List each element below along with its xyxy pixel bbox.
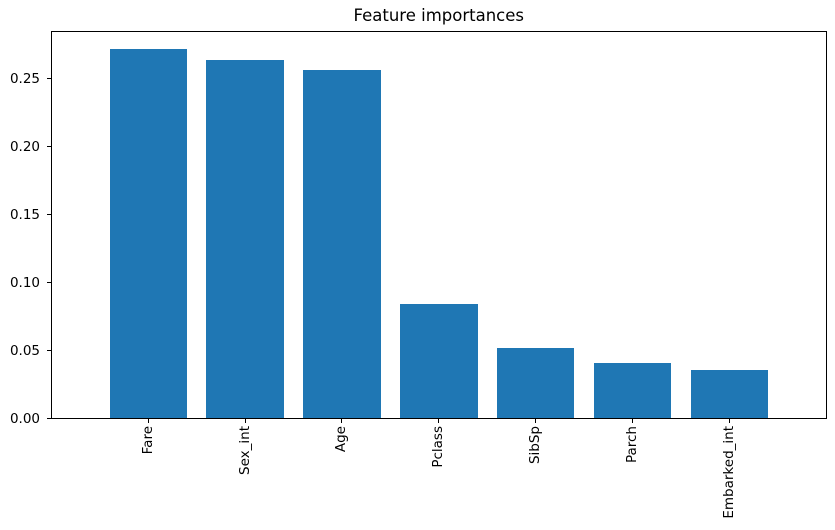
x-tick-sibsp bbox=[535, 418, 537, 423]
bar-age bbox=[303, 70, 381, 419]
y-tick-label-0.15: 0.15 bbox=[9, 206, 40, 223]
y-tick-label-0.10: 0.10 bbox=[9, 274, 40, 291]
y-tick-0.10 bbox=[47, 282, 51, 283]
bar-parch bbox=[593, 362, 672, 419]
bar-pclass bbox=[400, 304, 478, 419]
x-tick-pclass bbox=[438, 418, 440, 423]
x-tick-label-age: Age bbox=[333, 426, 350, 453]
y-tick-0.25 bbox=[47, 78, 51, 80]
y-tick-label-0.20: 0.20 bbox=[9, 138, 40, 155]
y-tick-0.15 bbox=[47, 214, 51, 216]
x-tick-fare bbox=[147, 418, 149, 423]
y-tick-0.20 bbox=[47, 146, 51, 148]
chart-title: Feature importances bbox=[353, 6, 524, 25]
y-tick-label-0.25: 0.25 bbox=[9, 70, 40, 87]
x-tick-sex_int bbox=[244, 418, 246, 423]
x-tick-label-parch: Parch bbox=[623, 426, 640, 464]
x-tick-label-embarked_int: Embarked_int bbox=[720, 426, 737, 519]
x-tick-embarked_int bbox=[728, 418, 730, 423]
x-tick-label-sex_int: Sex_int bbox=[236, 426, 253, 475]
bar-embarked_int bbox=[690, 369, 768, 419]
bar-sibsp bbox=[496, 347, 575, 419]
y-tick-0.05 bbox=[47, 350, 51, 351]
y-tick-label-0.00: 0.00 bbox=[9, 410, 40, 427]
bar-sex_int bbox=[206, 59, 284, 419]
x-tick-age bbox=[341, 418, 343, 423]
y-tick-label-0.05: 0.05 bbox=[9, 342, 40, 359]
x-tick-label-pclass: Pclass bbox=[430, 426, 447, 468]
x-tick-label-sibsp: SibSp bbox=[527, 426, 544, 465]
x-tick-label-fare: Fare bbox=[139, 426, 156, 455]
x-tick-parch bbox=[631, 418, 633, 423]
y-tick-0.00 bbox=[47, 418, 51, 419]
bar-fare bbox=[109, 48, 188, 419]
